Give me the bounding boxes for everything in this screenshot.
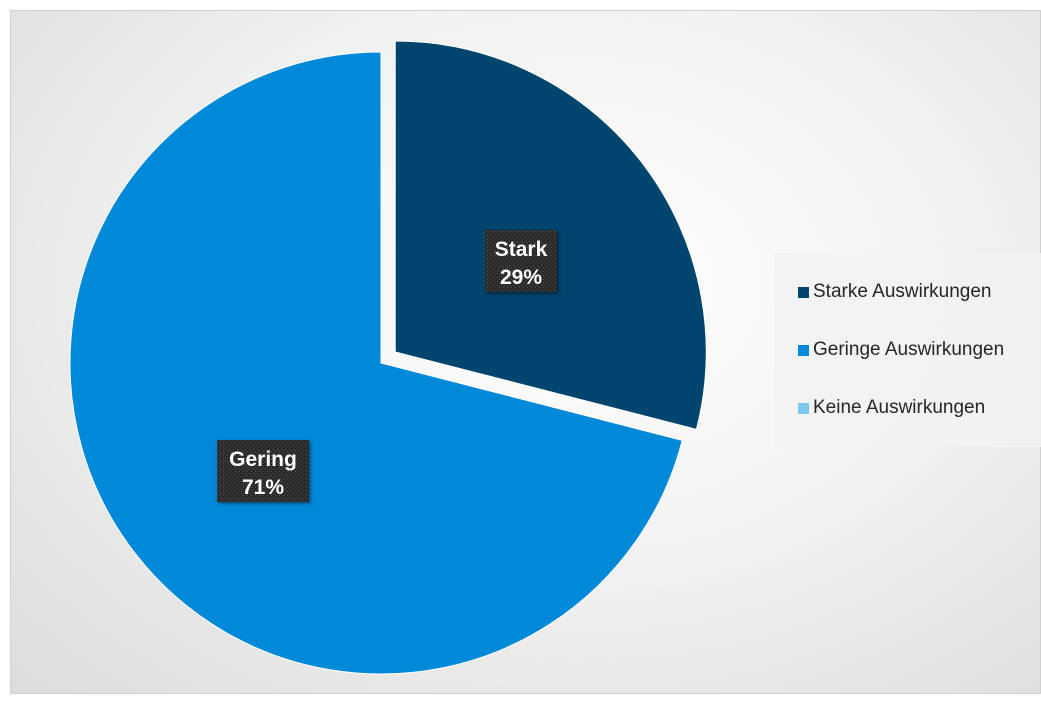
data-label-category: Stark [495,238,548,261]
data-label-box [217,440,309,502]
chart-area: Stark 29% Gering 71% Starke Auswirkungen Ge… [10,10,1041,694]
legend-swatch-geringe [798,344,809,356]
data-label-category: Gering [229,448,297,471]
pie-slices [69,40,707,675]
data-label-gering: Gering 71% [217,440,309,502]
legend-swatch-starke [798,286,809,298]
legend: Starke Auswirkungen Geringe Auswirkungen… [774,253,1041,447]
data-label-value: 71% [242,476,284,499]
pie-slice-geringe [69,51,683,675]
legend-item-geringe: Geringe Auswirkungen [774,321,1041,379]
legend-item-keine: Keine Auswirkungen [774,379,1041,437]
data-label-box [485,230,557,292]
legend-item-starke: Starke Auswirkungen [774,263,1041,321]
legend-label-geringe: Geringe Auswirkungen [813,339,1005,360]
legend-swatch-keine [798,402,809,414]
pie-chart: Stark 29% Gering 71% [69,40,707,675]
data-label-stark: Stark 29% [485,230,557,292]
legend-label-keine: Keine Auswirkungen [813,397,986,418]
data-label-value: 29% [500,266,542,289]
legend-label-starke: Starke Auswirkungen [813,281,992,302]
pie-data-labels: Stark 29% Gering 71% [217,230,557,502]
